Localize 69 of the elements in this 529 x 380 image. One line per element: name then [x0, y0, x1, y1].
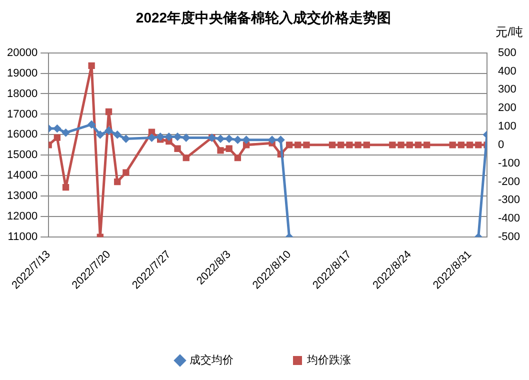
y-tick-label: 17000 [6, 108, 38, 120]
y-tick-label: 12000 [6, 210, 38, 223]
y2-tick-label: 500 [498, 46, 516, 59]
point [294, 142, 302, 148]
point [458, 142, 465, 148]
chart-title: 2022年度中央储备棉轮入成交价格走势图 [136, 9, 392, 26]
y2-tick-label: -300 [498, 194, 520, 206]
point [449, 142, 456, 148]
point [105, 108, 112, 116]
point [113, 130, 122, 139]
point [338, 142, 344, 148]
point [225, 134, 234, 143]
y-tick-label: 20000 [6, 46, 38, 59]
point [53, 124, 62, 133]
y-tick-label: 14000 [6, 170, 38, 182]
y-tick-label: 13000 [6, 190, 38, 202]
y2-tick-label: -400 [498, 212, 520, 225]
point [406, 142, 413, 148]
point [475, 142, 482, 148]
point [217, 147, 224, 154]
y-tick-label: 18000 [6, 88, 38, 100]
legend-label: 均价跌涨 [306, 354, 351, 367]
point [54, 134, 61, 141]
y2-tick-label: -100 [498, 157, 520, 170]
y2-tick-label: 300 [498, 84, 516, 96]
legend-label: 成交均价 [190, 354, 234, 367]
point [389, 142, 396, 148]
y-tick-label: 16000 [6, 128, 38, 141]
point [414, 142, 422, 148]
point [104, 126, 113, 135]
point [303, 142, 310, 148]
point [62, 184, 70, 191]
y2-tick-label: 0 [498, 138, 504, 151]
point [122, 134, 130, 143]
y-tick-label: 11000 [8, 231, 38, 244]
point [354, 142, 362, 148]
point [234, 136, 242, 144]
y2-tick-label: -200 [498, 176, 520, 188]
point [226, 145, 232, 152]
point [174, 132, 182, 141]
point [156, 132, 164, 141]
point [114, 178, 121, 186]
y2-tick-label: 100 [498, 120, 516, 133]
y-tick-label: 19000 [6, 67, 38, 80]
point [96, 130, 104, 139]
point [423, 142, 430, 148]
point [363, 142, 370, 148]
point [242, 136, 250, 144]
y2-tick-label: -500 [498, 231, 520, 244]
point [182, 154, 190, 162]
point [148, 128, 156, 136]
point [62, 128, 70, 137]
point [122, 169, 130, 176]
point [88, 120, 96, 128]
point [328, 142, 336, 148]
point [148, 134, 156, 142]
y2-tick-label: 200 [498, 102, 516, 114]
point [276, 136, 285, 144]
point [346, 142, 353, 148]
y2-axis-title: 元/吨 [496, 25, 523, 40]
y-tick-label: 15000 [6, 149, 38, 162]
y2-tick-label: 400 [498, 65, 516, 78]
point [88, 62, 95, 70]
point [466, 142, 474, 148]
point [174, 145, 181, 152]
point [268, 136, 276, 144]
point [286, 142, 293, 148]
point [398, 142, 404, 148]
point [234, 154, 242, 162]
